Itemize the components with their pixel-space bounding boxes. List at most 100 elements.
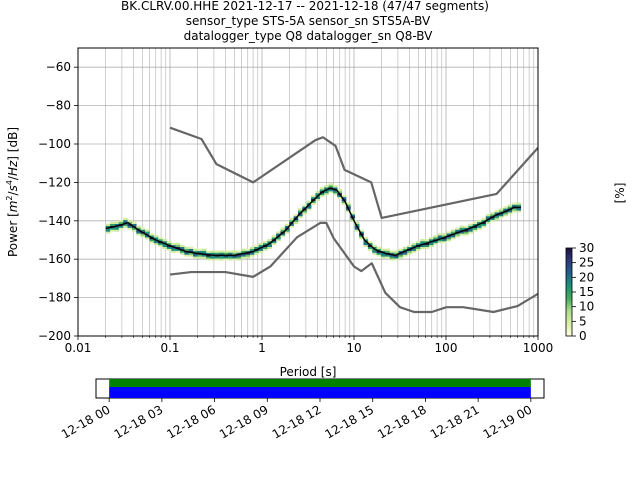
heat-cell xyxy=(232,250,238,253)
heat-cell xyxy=(490,217,495,221)
heat-cell xyxy=(494,217,500,221)
heat-cell xyxy=(407,246,412,249)
heat-cell xyxy=(477,227,482,230)
heat-cell xyxy=(463,229,469,232)
heat-cell xyxy=(311,200,316,203)
heat-cell xyxy=(468,223,474,226)
heat-cell xyxy=(280,233,286,236)
heat-cell xyxy=(249,248,255,251)
heat-cell xyxy=(210,256,216,259)
x-tick-label: 10 xyxy=(346,341,361,355)
heat-cell xyxy=(245,254,251,257)
heat-cell xyxy=(398,256,404,259)
heat-cell xyxy=(346,202,351,205)
heat-cell xyxy=(302,206,307,209)
heat-cell xyxy=(332,185,338,188)
heat-cell xyxy=(306,206,312,209)
y-tick-label: −200 xyxy=(38,329,71,343)
heat-cell xyxy=(228,252,233,255)
heat-cell xyxy=(442,239,447,242)
heat-cell xyxy=(162,244,168,248)
heat-cell xyxy=(236,256,242,259)
heat-cell xyxy=(262,240,268,244)
colorbar-tick-label: 15 xyxy=(579,285,594,299)
heat-cell xyxy=(267,240,273,244)
heat-cell xyxy=(363,237,369,240)
heat-cell xyxy=(219,252,224,255)
heat-cell xyxy=(271,237,277,240)
heat-cell xyxy=(380,248,386,251)
heat-cell xyxy=(175,248,181,251)
heat-cell xyxy=(363,244,369,248)
heat-cell xyxy=(468,231,474,234)
heat-cell xyxy=(276,231,281,234)
heat-cell xyxy=(319,192,325,196)
heat-cell xyxy=(293,219,299,223)
heat-cell xyxy=(332,187,338,190)
heat-cell xyxy=(459,225,465,228)
heat-cell xyxy=(389,252,395,255)
heat-cell xyxy=(179,246,185,249)
heat-cell xyxy=(245,248,251,251)
heat-cell xyxy=(420,239,425,242)
heat-cell xyxy=(442,240,447,244)
heat-cell xyxy=(433,240,439,244)
heat-cell xyxy=(297,210,303,213)
heat-cell xyxy=(485,216,491,219)
heat-cell xyxy=(450,231,456,234)
heat-cell xyxy=(153,235,159,238)
heat-cell xyxy=(267,239,273,242)
heat-cell xyxy=(472,227,478,230)
heat-cell xyxy=(437,233,443,236)
heat-cell xyxy=(437,239,443,242)
time-tick-label: 12-18 06 xyxy=(164,402,218,441)
heat-cell xyxy=(503,206,508,209)
heat-cell xyxy=(197,254,203,257)
heat-cell xyxy=(437,240,443,244)
heat-cell xyxy=(315,192,321,196)
heat-cell xyxy=(210,250,216,253)
heat-cell xyxy=(271,242,277,246)
heat-cell xyxy=(350,219,356,223)
heat-cell xyxy=(429,242,434,246)
heat-cell xyxy=(398,254,404,257)
heat-cell xyxy=(315,198,321,201)
mean-psd-line xyxy=(105,187,521,257)
grid-lines xyxy=(77,48,538,337)
y-tick-label: −100 xyxy=(38,137,71,151)
heat-cell xyxy=(145,237,150,240)
heat-cell xyxy=(123,223,128,226)
heat-cell xyxy=(359,231,364,234)
heat-cell xyxy=(507,212,513,215)
heat-cell xyxy=(140,233,146,236)
heat-cell xyxy=(228,250,233,253)
heat-cell xyxy=(472,223,478,226)
heat-cell xyxy=(402,246,408,249)
heat-cell xyxy=(201,256,207,259)
heat-cell xyxy=(162,246,168,249)
plot-background xyxy=(78,48,538,336)
heat-cell xyxy=(123,219,128,223)
heat-cell xyxy=(118,225,124,228)
heat-cell xyxy=(145,229,150,232)
heat-cell xyxy=(241,248,246,251)
heat-cell xyxy=(140,227,146,230)
heat-cell xyxy=(337,196,342,200)
heat-cell xyxy=(372,246,377,249)
heat-cell xyxy=(363,239,369,242)
heat-cell xyxy=(415,246,421,249)
heat-cell xyxy=(193,248,198,251)
heat-cell xyxy=(337,191,342,194)
heat-cell xyxy=(389,256,395,259)
y-tick-label: −180 xyxy=(38,291,71,305)
heat-cell xyxy=(503,214,508,217)
heat-cell xyxy=(450,235,456,238)
heat-cell xyxy=(158,237,163,240)
colorbar-tick-label: 10 xyxy=(579,300,594,314)
heat-cell xyxy=(254,244,259,248)
heat-cell xyxy=(490,219,495,223)
heat-cell xyxy=(236,250,242,253)
heat-cell xyxy=(512,208,517,211)
